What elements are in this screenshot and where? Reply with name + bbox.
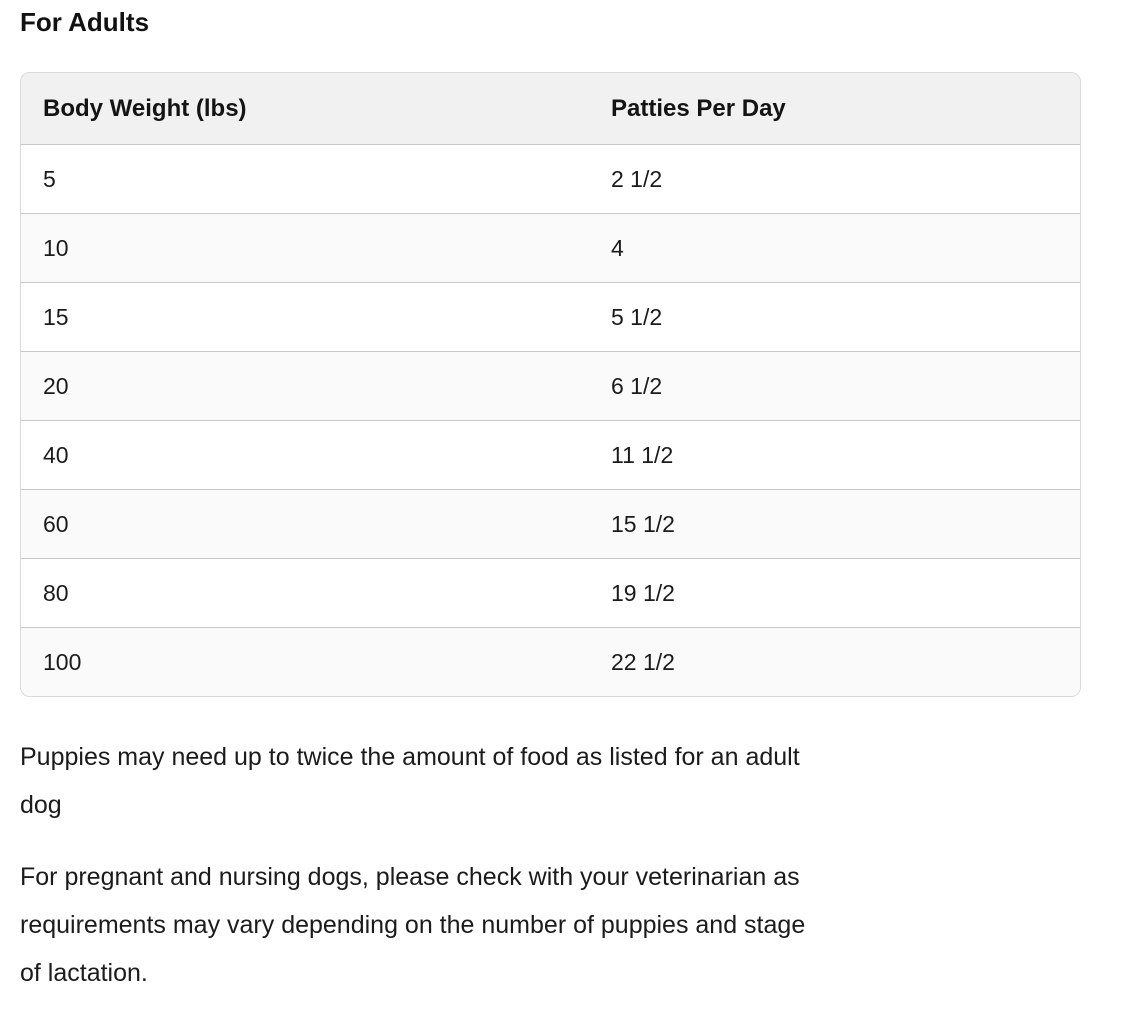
patties-cell: 4 — [611, 235, 624, 261]
patties-cell: 2 1/2 — [611, 166, 663, 192]
note-line: For pregnant and nursing dogs, please ch… — [20, 863, 800, 891]
column-header-patties-per-day: Patties Per Day — [611, 94, 786, 122]
table-row: 20 6 1/2 — [21, 351, 1080, 420]
patties-cell: 6 1/2 — [611, 373, 663, 399]
table-row: 80 19 1/2 — [21, 558, 1080, 627]
table-row: 100 22 1/2 — [21, 627, 1080, 696]
patties-cell: 15 1/2 — [611, 511, 675, 537]
table-row: 60 15 1/2 — [21, 489, 1080, 558]
body-weight-cell: 15 — [43, 304, 69, 330]
patties-cell: 5 1/2 — [611, 304, 663, 330]
body-weight-cell: 20 — [43, 373, 69, 399]
note-line: dog — [20, 791, 62, 819]
note-line: Puppies may need up to twice the amount … — [20, 743, 800, 771]
feeding-guide-table: Body Weight (lbs) Patties Per Day 5 2 1/… — [20, 72, 1081, 697]
page-title: For Adults — [20, 7, 150, 37]
patties-cell: 22 1/2 — [611, 649, 675, 675]
table-row: 40 11 1/2 — [21, 420, 1080, 489]
body-weight-cell: 40 — [43, 442, 69, 468]
body-weight-cell: 80 — [43, 580, 69, 606]
table-row: 10 4 — [21, 213, 1080, 282]
body-weight-cell: 10 — [43, 235, 69, 261]
patties-cell: 19 1/2 — [611, 580, 675, 606]
table-row: 15 5 1/2 — [21, 282, 1080, 351]
note-puppies: Puppies may need up to twice the amount … — [20, 733, 1085, 829]
notes-section: Puppies may need up to twice the amount … — [20, 733, 1085, 997]
body-weight-cell: 100 — [43, 649, 82, 675]
note-pregnant-nursing: For pregnant and nursing dogs, please ch… — [20, 853, 1085, 997]
body-weight-cell: 5 — [43, 166, 56, 192]
column-header-body-weight: Body Weight (lbs) — [43, 94, 247, 122]
patties-cell: 11 1/2 — [611, 442, 674, 468]
note-line: requirements may vary depending on the n… — [20, 911, 806, 939]
table-row: 5 2 1/2 — [21, 144, 1080, 213]
body-weight-cell: 60 — [43, 511, 69, 537]
note-line: of lactation. — [20, 959, 148, 987]
table-header-row: Body Weight (lbs) Patties Per Day — [21, 73, 1080, 144]
